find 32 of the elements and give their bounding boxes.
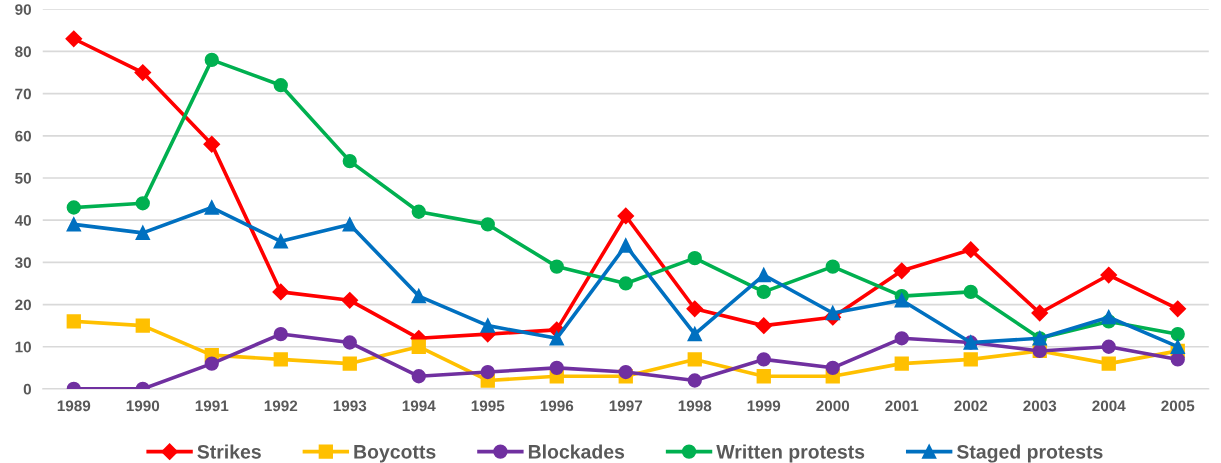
y-tick-label: 30 (14, 257, 31, 269)
y-tick-label: 40 (14, 215, 31, 226)
y-tick-label: 0 (23, 383, 31, 395)
y-tick-label: 80 (15, 46, 31, 58)
x-tick-label: 1994 (402, 400, 436, 412)
legend-label: Boycotts (354, 445, 436, 463)
x-tick-label: 1997 (609, 400, 643, 412)
x-tick-label: 2000 (816, 400, 850, 412)
legend-label: Blockades (528, 444, 625, 459)
x-tick-label: 1999 (747, 400, 781, 412)
x-tick-label: 1991 (195, 400, 229, 412)
y-tick-label: 90 (15, 4, 31, 15)
y-tick-label: 50 (15, 172, 31, 184)
legend-label: Strikes (197, 444, 261, 459)
x-tick-label: 2001 (885, 400, 919, 412)
legend-label: Written protests (716, 444, 865, 463)
y-tick-label: 70 (15, 88, 31, 100)
x-tick-label: 1996 (540, 400, 574, 412)
x-tick-label: 1990 (126, 400, 160, 412)
x-tick-label: 2003 (1023, 400, 1057, 412)
x-tick-label: 1998 (678, 400, 712, 412)
x-tick-label: 2005 (1161, 400, 1195, 412)
y-tick-label: 60 (15, 130, 31, 142)
y-tick-label: 20 (15, 299, 31, 311)
legend-label: Staged protests (956, 444, 1103, 463)
x-tick-label: 1989 (57, 400, 91, 412)
x-tick-label: 1993 (333, 400, 367, 412)
x-tick-label: 2004 (1092, 400, 1126, 412)
x-tick-label: 2002 (954, 400, 988, 412)
x-tick-label: 1992 (264, 400, 298, 412)
y-tick-label: 10 (15, 341, 31, 353)
x-tick-label: 1995 (471, 400, 505, 412)
